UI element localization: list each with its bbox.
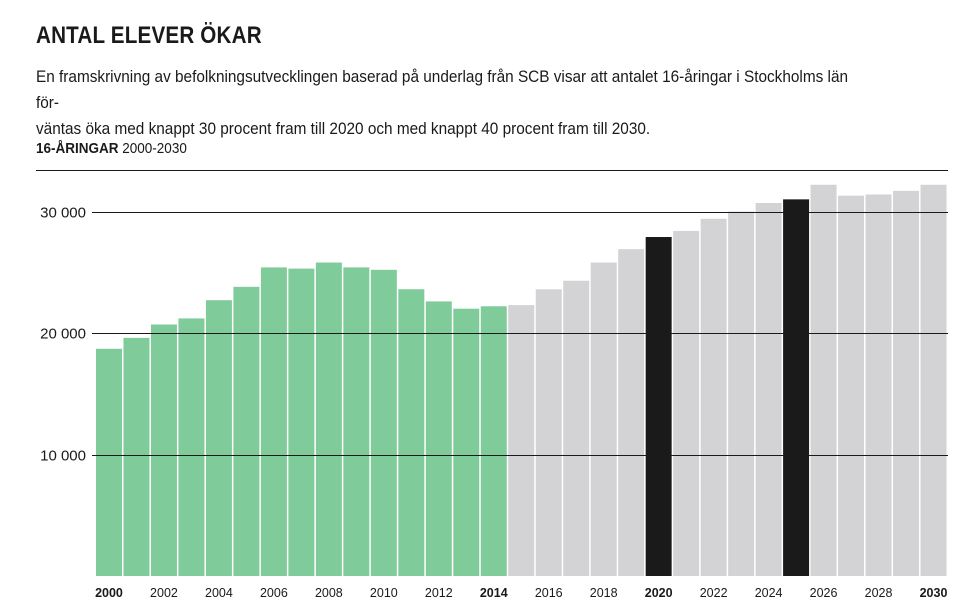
x-tick-label-2008: 2008 bbox=[315, 586, 343, 600]
bar-2023 bbox=[728, 211, 755, 576]
bar-2030 bbox=[920, 184, 947, 576]
bar-2024 bbox=[755, 203, 782, 576]
x-tick-label-2012: 2012 bbox=[425, 586, 453, 600]
bar-2018 bbox=[590, 262, 617, 576]
x-tick-label-2020: 2020 bbox=[645, 586, 673, 600]
bar-2008 bbox=[315, 262, 342, 576]
x-tick-label-2016: 2016 bbox=[535, 586, 563, 600]
bar-2007 bbox=[288, 268, 315, 576]
bar-2021 bbox=[673, 230, 700, 576]
bar-2004 bbox=[205, 300, 232, 576]
x-tick-label-2022: 2022 bbox=[700, 586, 728, 600]
bar-2027 bbox=[838, 195, 865, 576]
y-tick-label-30000: 30 000 bbox=[40, 205, 86, 222]
lead-paragraph: En framskrivning av befolkningsutvecklin… bbox=[36, 68, 849, 138]
x-tick-label-2028: 2028 bbox=[865, 586, 893, 600]
bar-2012 bbox=[425, 301, 452, 576]
bar-2022 bbox=[700, 218, 727, 577]
x-tick-label-2024: 2024 bbox=[755, 586, 783, 600]
bar-2011 bbox=[398, 289, 425, 576]
x-tick-label-2018: 2018 bbox=[590, 586, 618, 600]
chart-label-range: 2000-2030 bbox=[122, 140, 187, 157]
bar-2003 bbox=[178, 318, 205, 576]
bar-2029 bbox=[893, 190, 920, 576]
x-tick-label-2000: 2000 bbox=[95, 586, 123, 600]
bar-2019 bbox=[618, 249, 645, 577]
bar-2005 bbox=[233, 286, 260, 576]
bar-2010 bbox=[370, 269, 397, 576]
bar-2020 bbox=[645, 237, 672, 576]
chart-label-bold: 16-ÅRINGAR bbox=[36, 140, 119, 157]
bar-2026 bbox=[810, 184, 837, 576]
bar-2028 bbox=[865, 194, 892, 577]
bar-2006 bbox=[260, 267, 287, 576]
bar-2014 bbox=[480, 306, 507, 576]
x-tick-label-2030: 2030 bbox=[920, 586, 948, 600]
y-tick-label-10000: 10 000 bbox=[40, 448, 86, 465]
bar-2001 bbox=[123, 337, 150, 576]
bar-2016 bbox=[535, 289, 562, 576]
x-tick-label-2014: 2014 bbox=[480, 586, 508, 600]
page-title: ANTAL ELEVER ÖKAR bbox=[36, 22, 262, 49]
bar-2002 bbox=[150, 324, 177, 576]
bar-2025 bbox=[783, 199, 810, 576]
bar-2013 bbox=[453, 308, 480, 576]
y-tick-label-20000: 20 000 bbox=[40, 326, 86, 343]
bar-2015 bbox=[508, 305, 535, 576]
bar-2017 bbox=[563, 280, 590, 576]
bar-2009 bbox=[343, 267, 370, 576]
x-tick-label-2026: 2026 bbox=[810, 586, 838, 600]
x-tick-label-2002: 2002 bbox=[150, 586, 178, 600]
x-tick-label-2010: 2010 bbox=[370, 586, 398, 600]
chart-label: 16-ÅRINGAR 2000-2030 bbox=[36, 140, 187, 157]
x-tick-label-2004: 2004 bbox=[205, 586, 233, 600]
bar-2000 bbox=[96, 348, 122, 576]
x-tick-label-2006: 2006 bbox=[260, 586, 288, 600]
